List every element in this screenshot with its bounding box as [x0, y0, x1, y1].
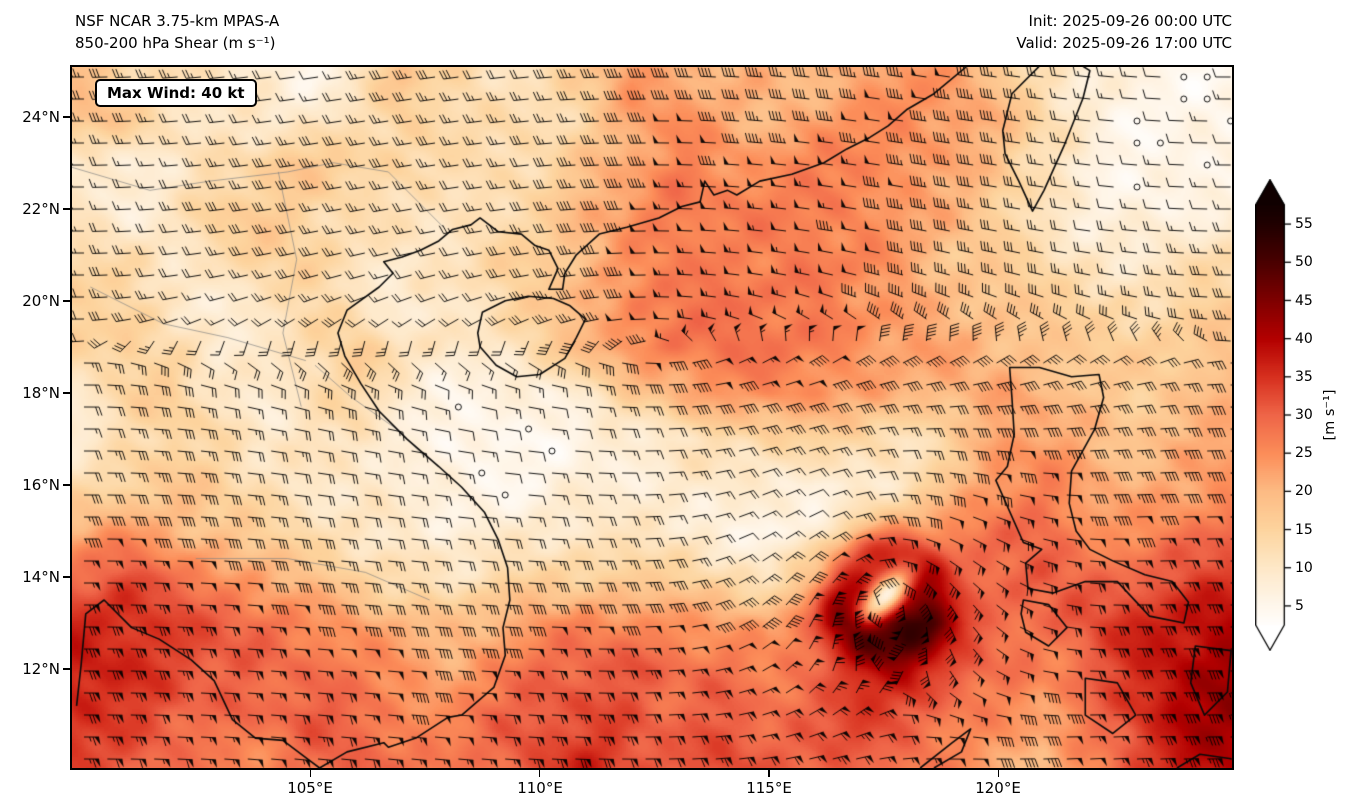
colorbar-tick-label: 20	[1295, 483, 1313, 499]
lon-tick-label: 110°E	[517, 779, 563, 797]
axis-tick	[63, 668, 70, 670]
lon-tick-label: 120°E	[975, 779, 1021, 797]
axis-tick	[63, 300, 70, 302]
axis-tick	[309, 770, 312, 777]
lat-tick-label: 12°N	[22, 660, 60, 678]
colorbar-tick-label: 25	[1295, 445, 1313, 461]
colorbar-tick-label: 5	[1295, 598, 1304, 614]
valid-time-label: Valid: 2025-09-26 17:00 UTC	[1016, 34, 1232, 52]
colorbar-tick-label: 10	[1295, 560, 1313, 576]
axis-tick	[539, 770, 541, 777]
lat-tick-label: 24°N	[22, 108, 60, 126]
axis-tick	[63, 484, 70, 486]
lon-tick-label: 105°E	[287, 779, 333, 797]
shear-field-canvas	[72, 67, 1232, 768]
colorbar-tick-label: 45	[1295, 293, 1313, 309]
lat-tick-label: 22°N	[22, 200, 60, 218]
axis-tick	[63, 576, 70, 578]
max-wind-badge: Max Wind: 40 kt	[95, 79, 257, 107]
lat-tick-label: 14°N	[22, 568, 60, 586]
lat-tick-label: 20°N	[22, 292, 60, 310]
field-title: 850-200 hPa Shear (m s⁻¹)	[75, 34, 276, 52]
map-plot-area: Max Wind: 40 kt	[70, 65, 1234, 770]
axis-tick	[997, 770, 999, 777]
colorbar-tick-label: 50	[1295, 254, 1313, 270]
axis-tick	[63, 392, 70, 394]
colorbar	[1255, 179, 1293, 651]
colorbar-unit-label: [m s⁻¹]	[1322, 389, 1338, 441]
colorbar-tick-label: 30	[1295, 407, 1313, 423]
colorbar-tick-label: 40	[1295, 331, 1313, 347]
axis-tick	[63, 208, 70, 210]
lat-tick-label: 18°N	[22, 384, 60, 402]
lat-tick-label: 16°N	[22, 476, 60, 494]
lon-tick-label: 115°E	[746, 779, 792, 797]
axis-tick	[63, 116, 70, 118]
colorbar-tick-label: 15	[1295, 522, 1313, 538]
init-time-label: Init: 2025-09-26 00:00 UTC	[1028, 12, 1232, 30]
colorbar-tick-label: 35	[1295, 369, 1313, 385]
model-title: NSF NCAR 3.75-km MPAS-A	[75, 12, 280, 30]
axis-tick	[768, 770, 770, 777]
colorbar-tick-label: 55	[1295, 216, 1313, 232]
